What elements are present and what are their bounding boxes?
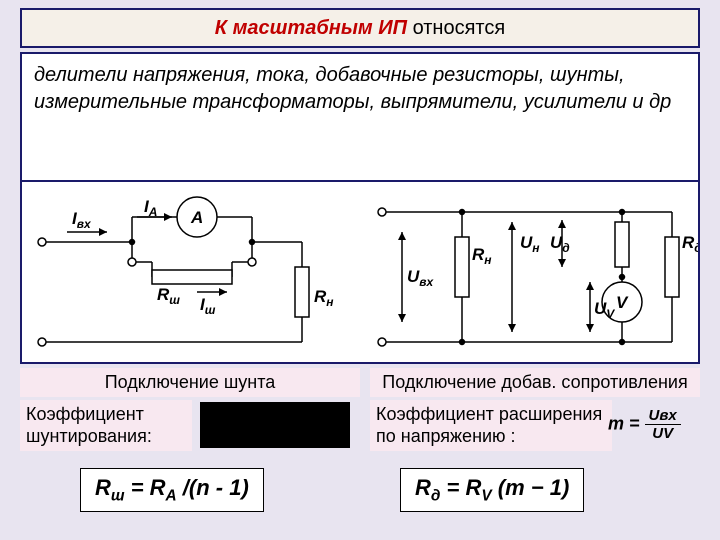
coef-right-label: Коэффициент расширения по напряжению :	[370, 400, 612, 451]
coef-left-formula-blackbox	[200, 402, 350, 448]
label-I-in: Iвх	[72, 209, 92, 231]
formula-Rsh: Rш = RA /(n - 1)	[80, 468, 264, 512]
label-U-n: Uн	[520, 233, 540, 255]
label-U-d: Uд	[550, 233, 570, 255]
title-black: относятся	[407, 17, 505, 39]
title-red: К масштабным ИП	[215, 17, 407, 39]
formula-m-num: Uвх	[645, 408, 681, 425]
label-R-n-right: Rн	[472, 245, 492, 267]
description-text: делители напряжения, тока, добавочные ре…	[34, 64, 671, 113]
label-I-sh: Iш	[200, 295, 216, 317]
label-voltmeter: V	[616, 293, 629, 312]
label-R-n-left: Rн	[314, 287, 334, 309]
label-I-A: IA	[144, 197, 157, 219]
formula-Rd: Rд = RV (m − 1)	[400, 468, 584, 512]
circuits-box: Iвх IA A Rш Iш Rн	[20, 180, 700, 364]
caption-left: Подключение шунта	[20, 368, 360, 397]
caption-right: Подключение добав. сопротивления	[370, 368, 700, 397]
label-ammeter: A	[190, 208, 203, 227]
label-U-in: Uвх	[407, 267, 435, 289]
formula-m-den: UV	[645, 425, 681, 441]
coef-left-label: Коэффициент шунтирования:	[20, 400, 192, 451]
formula-m-lhs: m =	[608, 413, 645, 433]
description-box: делители напряжения, тока, добавочные ре…	[20, 52, 700, 192]
title-box: К масштабным ИП относятся	[20, 8, 700, 48]
circuits-svg: Iвх IA A Rш Iш Rн	[22, 182, 698, 358]
formula-m: m = Uвх UV	[608, 408, 681, 441]
label-R-d: Rд	[682, 233, 698, 255]
label-R-sh: Rш	[157, 285, 180, 307]
